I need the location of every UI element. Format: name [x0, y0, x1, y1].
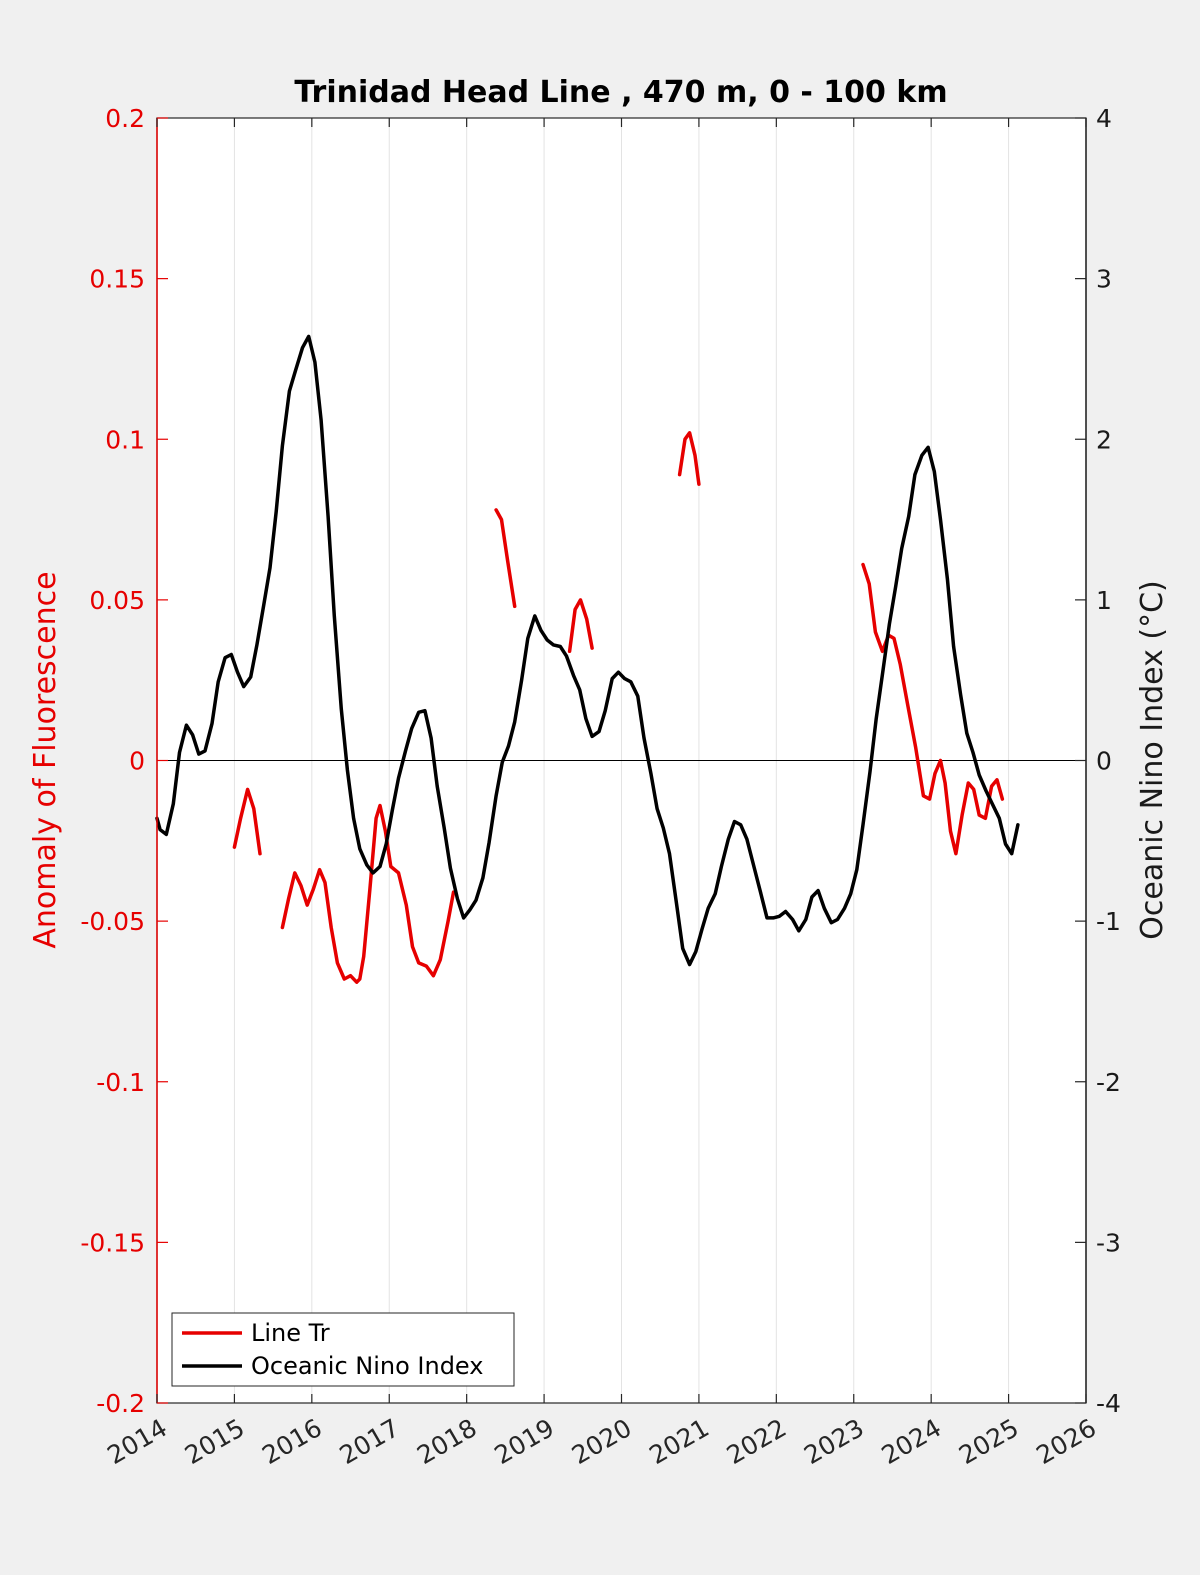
y2-tick-label: -2	[1096, 1068, 1121, 1097]
y2-tick-label: -3	[1096, 1228, 1121, 1257]
y-tick-label: -0.15	[80, 1228, 145, 1257]
y2-tick-label: 1	[1096, 586, 1112, 615]
y-tick-label: 0	[129, 747, 145, 776]
y-tick-label: -0.1	[96, 1068, 145, 1097]
y2-tick-label: -4	[1096, 1389, 1121, 1418]
legend-label-oni: Oceanic Nino Index	[251, 1352, 483, 1380]
series-line-line-tr	[677, 431, 701, 486]
legend-label-line-tr: Line Tr	[251, 1319, 330, 1347]
y2-tick-label: 3	[1096, 265, 1112, 294]
legend-box	[171, 1312, 515, 1387]
legend: Line Tr Oceanic Nino Index	[171, 1312, 515, 1387]
series-line-oceanic-nino-index	[155, 334, 1020, 967]
series-line-line-tr	[280, 803, 456, 984]
y-tick-label: 0.05	[89, 586, 145, 615]
y2-tick-label: 2	[1096, 425, 1112, 454]
y-tick-label: -0.05	[80, 907, 145, 936]
y-tick-label: 0.1	[105, 425, 145, 454]
series-line-line-tr	[232, 787, 262, 856]
y2-tick-label: 0	[1096, 747, 1112, 776]
y-tick-label: -0.2	[96, 1389, 145, 1418]
y2-tick-label: 4	[1096, 104, 1112, 133]
series-line-line-tr	[567, 598, 594, 654]
y2-axis-label: Oceanic Nino Index (°C)	[1135, 580, 1170, 940]
y2-tick-label: -1	[1096, 907, 1121, 936]
y-tick-label: 0.2	[105, 104, 145, 133]
series-lines	[155, 334, 1020, 984]
y-tick-label: 0.15	[89, 265, 145, 294]
y-axis-label: Anomaly of Fluorescence	[28, 571, 63, 948]
chart-title: Trinidad Head Line , 470 m, 0 - 100 km	[294, 75, 947, 110]
series-line-line-tr	[494, 508, 517, 609]
